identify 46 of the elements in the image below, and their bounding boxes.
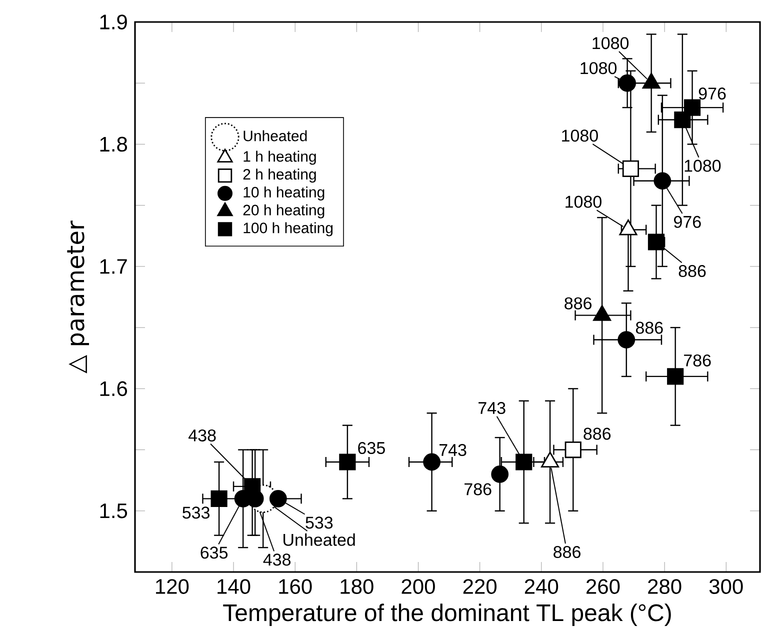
- annotation: 635: [358, 442, 385, 454]
- x-tick-label: 180: [340, 579, 374, 594]
- annotation: 533: [306, 516, 333, 529]
- y-tick-label: 1.6: [100, 381, 128, 396]
- x-tick-label: 200: [402, 579, 435, 594]
- y-axis-title: △ parameter: [67, 220, 90, 374]
- annotation: 886: [564, 297, 592, 310]
- annotation: 743: [478, 402, 506, 414]
- y-tick-label: 1.9: [100, 14, 127, 30]
- x-tick-label: 120: [156, 579, 189, 594]
- annotation: 1080: [684, 160, 721, 172]
- annotation: 886: [678, 265, 706, 278]
- annotation: 635: [200, 546, 228, 559]
- annotation: 1080: [562, 130, 598, 142]
- annotation: 1080: [580, 62, 617, 74]
- y-tick-label: 1.7: [100, 259, 127, 274]
- x-tick-label: 240: [524, 579, 558, 594]
- legend-label: 1 h heating: [244, 150, 316, 165]
- annotation: 786: [464, 483, 492, 496]
- annotation: Unheated: [284, 533, 355, 546]
- x-tick-label: 300: [709, 579, 743, 594]
- x-axis-title: Temperature of the dominant TL peak (°C): [223, 604, 671, 626]
- legend-label: 2 h heating: [243, 168, 316, 183]
- x-tick-label: 260: [586, 579, 620, 594]
- annotation: 886: [584, 428, 611, 440]
- legend-label: 100 h heating: [244, 222, 333, 236]
- annotation: 1080: [592, 37, 629, 50]
- x-tick-label: 160: [279, 579, 312, 594]
- x-tick-label: 140: [218, 579, 250, 594]
- legend-label: 20 h heating: [243, 204, 324, 218]
- annotation: 533: [182, 506, 210, 519]
- annotation: 976: [674, 216, 701, 228]
- annotation: 786: [684, 354, 711, 366]
- legend-label: Unheated: [244, 130, 307, 142]
- annotation: 886: [554, 546, 580, 558]
- annotation: 1080: [566, 196, 602, 208]
- y-tick-label: 1.5: [100, 504, 128, 518]
- y-tick-label: 1.8: [100, 136, 128, 152]
- x-tick-label: 220: [463, 579, 497, 594]
- annotation: 438: [263, 554, 291, 566]
- x-tick-label: 280: [648, 579, 682, 594]
- annotation: 743: [440, 444, 466, 456]
- annotation: 976: [698, 88, 726, 100]
- annotation: 438: [188, 429, 216, 442]
- annotation: 886: [636, 322, 663, 334]
- legend-label: 10 h heating: [244, 186, 324, 200]
